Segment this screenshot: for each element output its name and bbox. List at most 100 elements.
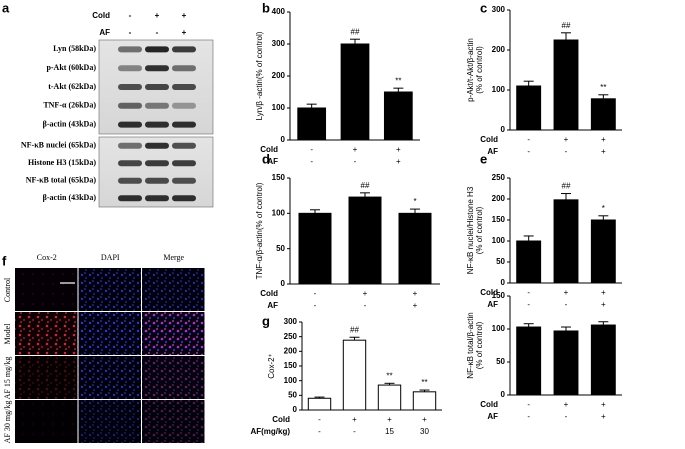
condition-sign: -: [129, 28, 132, 37]
condition-sign: -: [129, 11, 132, 20]
blot-band: [145, 177, 169, 184]
y-tick-label: 400: [272, 7, 286, 16]
bar: [348, 196, 382, 285]
condition-label: -: [565, 147, 568, 156]
condition-label: -: [527, 288, 530, 297]
condition-name: AF: [487, 147, 498, 156]
y-tick-label: 150: [272, 173, 286, 182]
significance: **: [600, 83, 606, 92]
y-tick-label: 100: [272, 103, 286, 112]
bar: [553, 199, 579, 284]
micrograph: [142, 356, 205, 399]
condition-label: 30: [420, 427, 429, 436]
condition-name: AF: [487, 412, 498, 421]
blot-band: [172, 142, 196, 149]
y-tick-label: 0: [281, 135, 286, 144]
condition-name: AF: [487, 300, 498, 309]
y-tick-label: 0: [293, 405, 298, 414]
y-tick-label: 150: [492, 215, 506, 224]
condition-label: -: [527, 400, 530, 409]
bar: [412, 391, 437, 411]
bar: [516, 326, 542, 396]
condition-sign: +: [182, 11, 187, 20]
blot-band: [118, 160, 142, 167]
protein-label: NF-κB nuclei (65kDa): [21, 141, 96, 150]
panel-label: b: [262, 0, 270, 15]
significance: ##: [562, 182, 571, 191]
condition-name: AF: [99, 28, 110, 37]
y-tick-label: 50: [496, 357, 505, 366]
protein-label: NF-κB total (65kDa): [26, 176, 97, 185]
blot-band: [118, 65, 142, 72]
bar: [377, 384, 402, 411]
blot-band: [172, 46, 196, 53]
y-tick-label: 0: [501, 390, 506, 399]
protein-label: β-actin (43kDa): [43, 119, 97, 128]
row-label: Model: [3, 323, 12, 345]
blot-band: [172, 195, 196, 202]
blot-band: [118, 46, 142, 53]
condition-name: Cold: [480, 288, 498, 297]
micrograph: [78, 312, 141, 355]
micrograph: [15, 312, 78, 355]
bar: [516, 85, 542, 131]
blot-band: [145, 65, 169, 72]
y-axis-label: (% of control): [475, 46, 484, 94]
protein-label: p-Akt (60kDa): [46, 63, 96, 72]
blot-band: [145, 46, 169, 53]
y-tick-label: 150: [492, 291, 506, 300]
bar: [590, 219, 616, 284]
micrograph: [78, 268, 141, 311]
condition-name: Cold: [260, 145, 278, 154]
condition-label: -: [527, 412, 530, 421]
y-tick-label: 200: [492, 194, 506, 203]
y-tick-label: 50: [496, 257, 505, 266]
bar: [553, 39, 579, 131]
y-tick-label: 0: [501, 278, 506, 287]
y-tick-label: 250: [284, 332, 298, 341]
condition-name: Cold: [260, 289, 278, 298]
bar: [516, 240, 542, 284]
bar: [340, 43, 370, 141]
y-axis-label: NF-κB total/β-actin: [466, 312, 475, 378]
condition-name: AF: [267, 157, 278, 166]
condition-label: -: [314, 289, 317, 298]
y-tick-label: 50: [288, 390, 297, 399]
protein-label: β-actin (43kDa): [43, 193, 97, 202]
condition-label: +: [601, 300, 606, 309]
condition-sign: -: [156, 28, 159, 37]
condition-label: -: [527, 135, 530, 144]
row-label: Control: [3, 277, 12, 302]
micrograph: [142, 400, 205, 443]
condition-label: +: [564, 400, 569, 409]
y-axis-label: NF-κB nuclei/Histone H3: [466, 186, 475, 274]
significance: *: [413, 197, 416, 206]
y-axis-label: p-Akt/t-Akt/β-actin: [466, 38, 475, 102]
panel-label: d: [262, 151, 270, 166]
y-axis-label: Cox-2⁺: [267, 353, 276, 379]
blot-band: [145, 160, 169, 167]
significance: **: [395, 76, 401, 85]
y-tick-label: 150: [284, 361, 298, 370]
bar: [298, 212, 332, 285]
condition-label: +: [564, 135, 569, 144]
significance: ##: [351, 27, 360, 36]
bar: [342, 339, 367, 411]
condition-label: -: [354, 157, 357, 166]
panel-label: g: [262, 313, 270, 328]
micrograph: [78, 356, 141, 399]
condition-label: +: [601, 400, 606, 409]
blot-band: [172, 177, 196, 184]
y-axis-label: (% of control): [475, 321, 484, 369]
y-tick-label: 100: [284, 376, 298, 385]
blot-band: [145, 121, 169, 128]
row-label: AF 15 mg/kg: [3, 357, 12, 400]
condition-label: +: [363, 289, 368, 298]
condition-label: -: [353, 427, 356, 436]
y-tick-label: 0: [501, 125, 506, 134]
condition-label: -: [565, 412, 568, 421]
condition-label: -: [318, 415, 321, 424]
blot-band: [118, 102, 142, 109]
micrograph: [15, 356, 78, 399]
